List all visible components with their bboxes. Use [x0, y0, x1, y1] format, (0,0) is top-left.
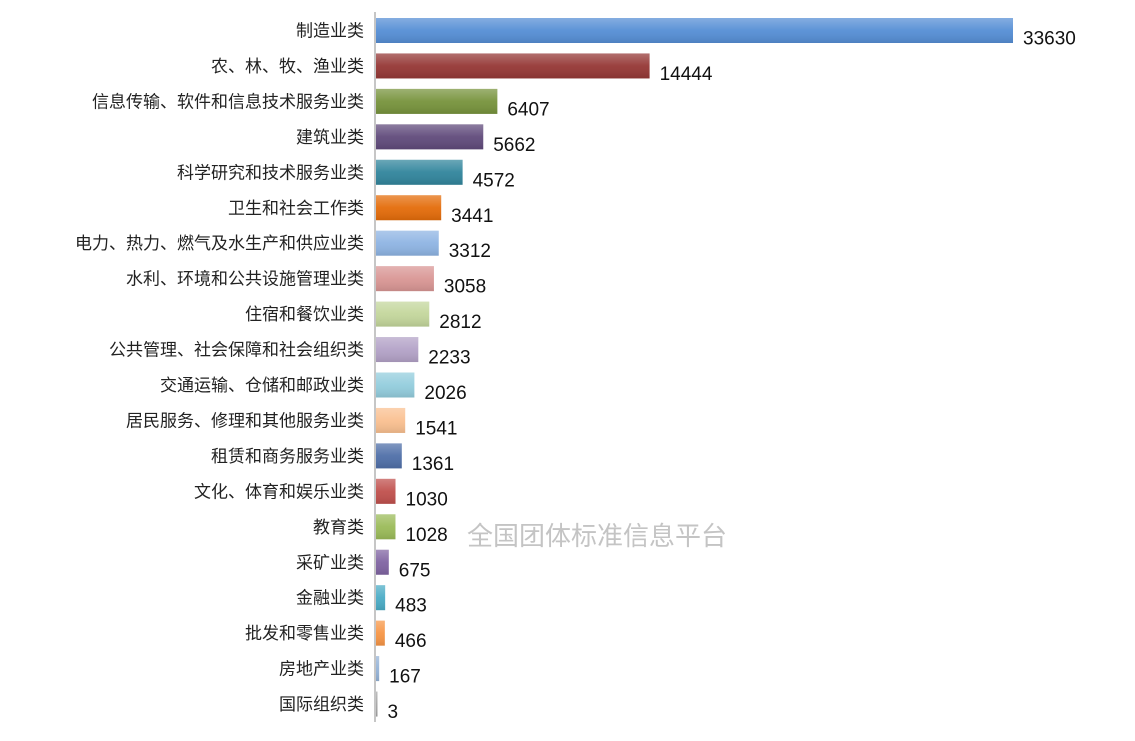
- bar-sheen-20: [376, 691, 378, 717]
- value-label-18: 466: [395, 631, 427, 652]
- labels-layer: 制造业类 33630 农、林、牧、渔业类 14444 信息传输、软件和信息技术服务业类 6…: [75, 22, 1076, 724]
- category-label-7: 电力、热力、燃气及水生产和供应业类: [75, 234, 364, 254]
- value-label-6: 3441: [451, 206, 493, 227]
- bar-sheen-12: [376, 407, 406, 433]
- value-label-7: 3312: [449, 241, 491, 262]
- watermark-text: 全国团体标准信息平台: [467, 522, 727, 552]
- category-label-10: 公共管理、社会保障和社会组织类: [109, 341, 364, 361]
- value-label-14: 1030: [406, 489, 448, 510]
- category-label-11: 交通运输、仓储和邮政业类: [160, 376, 364, 396]
- bar-sheen-16: [376, 549, 389, 575]
- category-label-3: 信息传输、软件和信息技术服务业类: [92, 92, 364, 112]
- category-label-1: 制造业类: [296, 22, 364, 42]
- category-label-18: 批发和零售业类: [245, 624, 364, 644]
- value-label-15: 1028: [405, 525, 447, 546]
- bar-sheen-1: [376, 18, 1013, 43]
- bar-sheen-14: [376, 478, 396, 504]
- value-label-8: 3058: [444, 277, 486, 298]
- value-label-19: 167: [389, 667, 421, 688]
- value-label-2: 14444: [660, 64, 713, 85]
- category-label-9: 住宿和餐饮业类: [245, 305, 364, 325]
- value-label-1: 33630: [1023, 29, 1076, 50]
- value-label-13: 1361: [412, 454, 454, 475]
- bar-sheen-18: [376, 620, 385, 646]
- bar-sheen-13: [376, 443, 402, 469]
- value-label-3: 6407: [507, 99, 549, 120]
- value-label-17: 483: [395, 596, 427, 617]
- category-label-2: 农、林、牧、渔业类: [211, 57, 364, 77]
- bar-sheen-11: [376, 372, 415, 398]
- category-label-6: 卫生和社会工作类: [228, 199, 364, 219]
- bar-sheen-2: [376, 53, 650, 79]
- category-label-15: 教育类: [313, 518, 364, 538]
- category-label-12: 居民服务、修理和其他服务业类: [126, 411, 364, 431]
- category-label-5: 科学研究和技术服务业类: [177, 163, 364, 183]
- value-label-16: 675: [399, 560, 431, 581]
- bar-sheen-10: [376, 337, 419, 363]
- bars-layer: [376, 18, 1013, 717]
- value-label-11: 2026: [424, 383, 466, 404]
- bar-sheen-6: [376, 195, 442, 221]
- category-label-13: 租赁和商务服务业类: [211, 447, 364, 467]
- value-label-20: 3: [388, 702, 399, 723]
- bar-sheen-4: [376, 124, 484, 150]
- bar-sheen-3: [376, 88, 498, 114]
- category-label-16: 采矿业类: [296, 553, 364, 573]
- bar-sheen-15: [376, 514, 396, 540]
- category-label-14: 文化、体育和娱乐业类: [194, 482, 364, 502]
- value-label-9: 2812: [439, 312, 481, 333]
- bar-sheen-8: [376, 266, 434, 292]
- category-label-20: 国际组织类: [279, 695, 364, 715]
- category-label-8: 水利、环境和公共设施管理业类: [126, 270, 364, 290]
- value-label-5: 4572: [473, 170, 515, 191]
- bar-sheen-17: [376, 585, 386, 611]
- bar-sheen-9: [376, 301, 430, 327]
- category-label-4: 建筑业类: [296, 128, 364, 148]
- category-label-19: 房地产业类: [279, 660, 364, 680]
- bar-sheen-7: [376, 230, 439, 256]
- value-label-12: 1541: [415, 418, 457, 439]
- value-label-4: 5662: [493, 135, 535, 156]
- value-label-10: 2233: [428, 348, 470, 369]
- bar-sheen-5: [376, 159, 463, 185]
- bar-sheen-19: [376, 656, 380, 682]
- category-label-17: 金融业类: [296, 589, 364, 609]
